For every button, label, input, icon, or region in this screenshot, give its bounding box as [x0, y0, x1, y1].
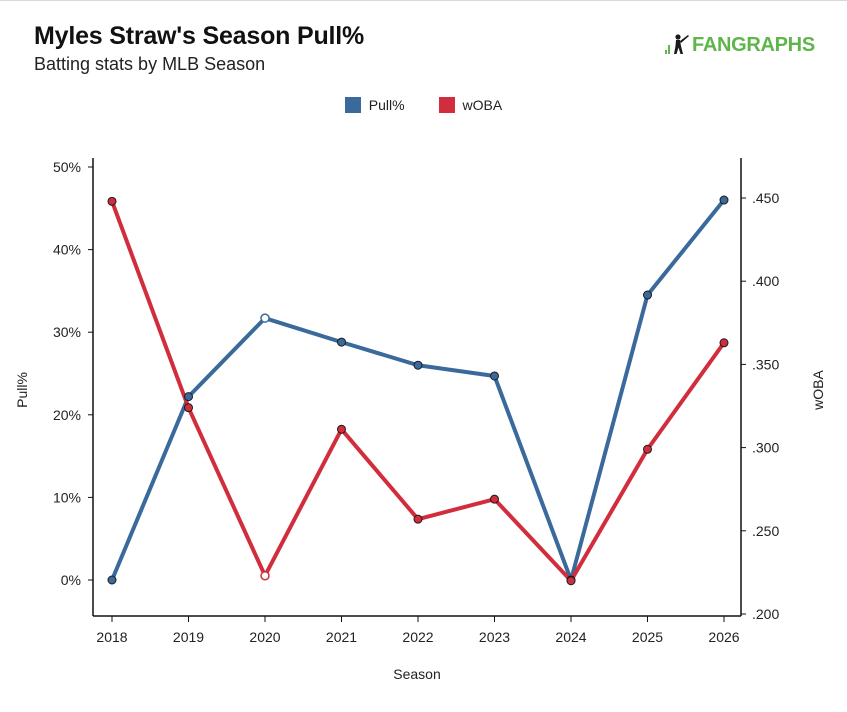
x-axis-tick-label: 2022 [402, 629, 433, 645]
legend-item-pull[interactable]: Pull% [344, 97, 405, 113]
data-point-pull [490, 371, 499, 381]
chart-subtitle: Batting stats by MLB Season [34, 54, 266, 74]
legend-swatch-pull [344, 97, 361, 113]
data-point-woba [490, 494, 499, 504]
chart-legend: Pull% wOBA [0, 97, 847, 113]
legend-item-woba[interactable]: wOBA [438, 97, 503, 113]
right-axis-tick-label: .450 [752, 190, 779, 206]
fangraphs-logo: FANGRAPHS [664, 33, 815, 57]
right-axis-tick-label: .200 [752, 606, 779, 622]
data-point-pull [337, 337, 346, 347]
data-point-woba [719, 338, 729, 348]
series-line-woba [110, 199, 726, 583]
data-point-woba [413, 514, 423, 524]
left-axis-title: Pull% [14, 372, 30, 408]
top-divider [0, 0, 847, 1]
legend-label-woba: wOBA [462, 97, 503, 113]
x-axis-tick-label: 2019 [173, 629, 204, 645]
x-axis-tick-label: 2026 [708, 629, 739, 645]
right-axis-tick-label: .400 [752, 273, 779, 289]
left-axis-tick-label: 30% [53, 324, 81, 340]
data-point-woba [107, 196, 117, 206]
logo-text: FANGRAPHS [692, 33, 815, 56]
data-point-woba [337, 424, 346, 434]
data-point-pull [260, 313, 270, 323]
data-point-pull [107, 575, 117, 585]
left-axis-tick-label: 40% [53, 242, 81, 258]
fangraphs-figure-icon [665, 34, 689, 54]
data-point-pull [184, 392, 193, 402]
data-point-pull [643, 290, 652, 300]
x-axis-tick-label: 2025 [632, 629, 663, 645]
x-axis-tick-label: 2020 [249, 629, 280, 645]
left-axis-tick-label: 20% [53, 407, 81, 423]
left-axis-tick-label: 50% [53, 159, 81, 175]
left-axis-tick-label: 0% [61, 572, 81, 588]
right-axis-tick-label: .250 [752, 523, 779, 539]
chart-title: Myles Straw's Season Pull% [34, 22, 365, 50]
data-point-woba [260, 570, 270, 581]
x-axis-tick-label: 2024 [555, 629, 586, 645]
right-axis-title: wOBA [810, 370, 826, 411]
x-axis-tick-label: 2021 [326, 629, 357, 645]
data-point-woba [184, 403, 193, 413]
data-point-woba [643, 444, 652, 454]
left-axis-tick-label: 10% [53, 489, 81, 505]
data-point-pull [413, 360, 423, 370]
legend-label-pull: Pull% [368, 97, 405, 113]
legend-swatch-woba [438, 97, 455, 113]
x-axis-title: Season [393, 666, 440, 682]
right-axis-tick-label: .350 [752, 356, 779, 372]
data-point-woba [566, 576, 576, 586]
x-axis-tick-label: 2018 [96, 629, 127, 645]
x-axis-tick-label: 2023 [479, 629, 510, 645]
data-point-pull [719, 195, 729, 205]
right-axis-tick-label: .300 [752, 440, 779, 456]
